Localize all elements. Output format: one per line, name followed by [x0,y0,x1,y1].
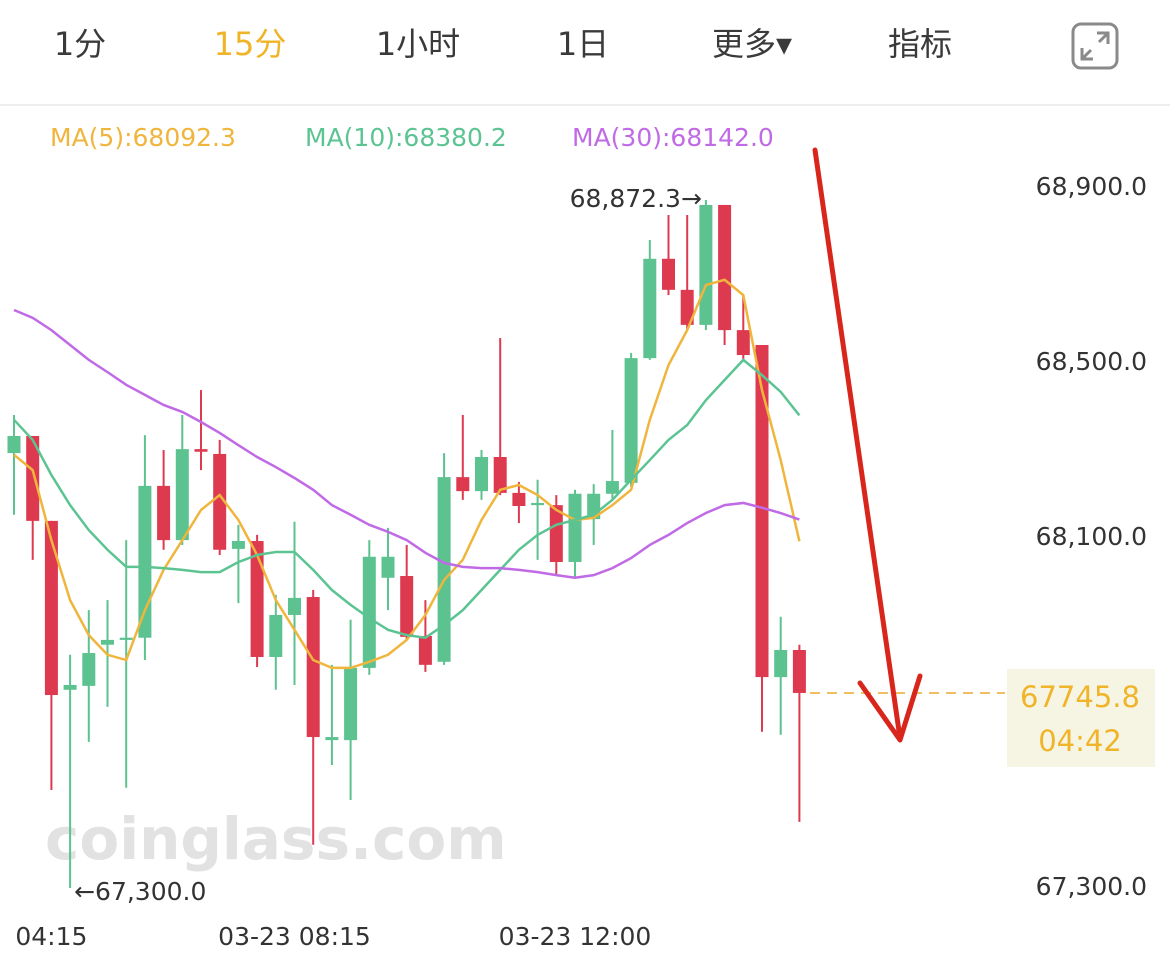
legend-entry: MA(5):68092.3 [50,123,236,152]
candle-body [119,637,133,640]
arrow-head [857,673,923,743]
candle-body [680,289,694,325]
tab[interactable]: 1日 [557,25,609,63]
candle-body [531,502,545,506]
candle-body [512,492,526,507]
candle-body [624,358,638,483]
candle-body [437,477,451,662]
candle-body [82,653,96,686]
candle-body [269,614,283,657]
candle-body [736,330,750,356]
candle-body [231,541,245,549]
countdown: 04:42 [1038,724,1122,758]
candle-body [250,541,264,657]
candle-body [325,737,339,741]
y-tick-label: 67,300.0 [1036,872,1147,901]
candle-body [26,435,40,521]
candle-body [549,505,563,563]
tab-bar: 1分 15分 1小时 1日 更多▾ 指标 [54,25,952,63]
candle-body [718,204,732,331]
candle-body [643,258,657,359]
arrow-shaft [812,147,903,741]
fullscreen-icon[interactable] [1080,31,1110,61]
candle-body [344,667,358,741]
tab[interactable]: 1小时 [376,25,460,63]
candle-body [157,485,171,541]
candle-body [306,597,320,738]
y-tick-label: 68,900.0 [1036,172,1147,201]
candle-body [792,649,806,693]
candle-body [400,576,414,637]
price-box [1007,668,1155,767]
candle-body [213,453,227,550]
x-tick-label: 03-23 12:00 [499,922,652,951]
tab[interactable]: 15分 [214,25,287,63]
candle-body [475,457,488,492]
ma-line [13,278,801,670]
candle-body [175,449,189,541]
candle-body [418,635,432,665]
candle-body [44,520,58,696]
watermark: coinglass.com [45,805,507,873]
x-tick-label: 04:15 [15,922,87,951]
legend-entry: MA(10):68380.2 [305,123,507,152]
tab[interactable]: 指标 [888,25,952,63]
extreme-label: 68,872.3→ [570,184,702,213]
ma-line [13,358,801,640]
tab[interactable]: 1分 [54,25,106,63]
candle-body [194,449,208,452]
last-price-label: 67745.8 [1020,680,1140,714]
y-tick-label: 68,100.0 [1036,522,1147,551]
ma-line [13,308,800,580]
candle-body [605,481,619,494]
candle-body [662,258,675,290]
candle-body [755,344,769,678]
candle-body [381,556,395,578]
drawn-arrow [812,147,923,743]
legend-entry: MA(30):68142.0 [572,123,774,152]
tab[interactable]: 更多▾ [712,25,792,63]
candle-body [362,556,376,668]
candle-body [138,485,152,638]
plot: MA(5):68092.3 MA(10):68380.2 MA(30):68142.… [7,123,1155,951]
fullscreen-frame[interactable] [1071,22,1119,70]
y-tick-label: 68,500.0 [1036,347,1147,376]
candle-body [7,435,21,454]
candle-body [288,597,301,615]
fullscreen-button[interactable] [1071,22,1119,70]
candle-body [101,639,114,645]
candle-body [493,457,507,493]
x-tick-label: 03-23 08:15 [218,922,371,951]
extreme-label: ←67,300.0 [74,877,206,906]
candle-body [456,477,470,492]
candle-body [63,684,77,690]
candle-body [774,649,788,678]
candle-body [568,493,582,563]
candle-body [699,204,713,325]
